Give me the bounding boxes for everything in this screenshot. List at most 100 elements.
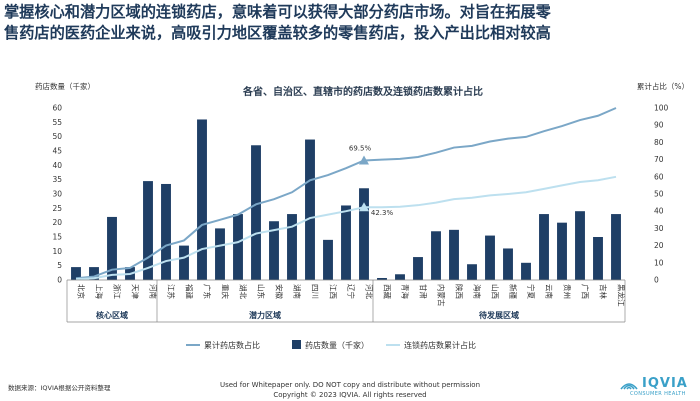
x-tick-label: 江西 (329, 284, 338, 299)
legend-label: 药店数量（千家） (305, 340, 369, 350)
footer-disclaimer: Used for Whitepaper only. DO NOT copy an… (200, 380, 500, 400)
x-tick-label: 湖北 (239, 284, 248, 299)
x-tick-label: 山西 (491, 284, 501, 299)
y-left-tick-label: 30 (52, 190, 62, 199)
y-axis-right-label: 累计占比（%） (637, 81, 689, 91)
x-tick-label: 山东 (257, 284, 267, 299)
bar-新疆 (503, 248, 513, 280)
bar-河北 (359, 188, 369, 280)
y-left-tick-label: 45 (52, 147, 62, 156)
y-right-tick-label: 90 (654, 121, 664, 130)
bar-宁夏 (521, 262, 531, 280)
bar-北京 (71, 267, 81, 280)
y-left-tick-label: 35 (52, 175, 62, 184)
y-right-tick-label: 50 (654, 190, 664, 199)
y-left-tick-label: 15 (52, 233, 62, 242)
x-tick-label: 四川 (311, 284, 320, 299)
y-left-tick-label: 10 (52, 247, 62, 256)
logo-name: IQVIA (642, 376, 688, 391)
bar-浙江 (107, 216, 117, 280)
x-tick-label: 江苏 (167, 284, 177, 299)
x-tick-label: 新疆 (509, 284, 519, 299)
bar-云南 (539, 214, 549, 280)
x-tick-label: 海南 (473, 284, 483, 299)
y-right-tick-label: 20 (654, 241, 664, 250)
bar-陕西 (449, 229, 459, 280)
bar-内蒙古 (431, 231, 441, 280)
bar-湖北 (233, 214, 243, 280)
x-tick-label: 河北 (365, 284, 374, 299)
logo-tagline: CONSUMER HEALTH (630, 391, 686, 397)
y-right-tick-label: 80 (654, 138, 664, 147)
bar-黑龙江 (611, 214, 621, 280)
x-tick-label: 上海 (95, 284, 105, 299)
bar-江西 (323, 239, 333, 280)
x-tick-label: 浙江 (113, 284, 123, 299)
y-left-tick-label: 0 (57, 276, 62, 285)
line-series-2 (75, 175, 617, 281)
logo-mark-icon (620, 383, 638, 390)
x-tick-label: 天津 (131, 284, 140, 299)
x-tick-label: 福建 (185, 284, 195, 299)
bar-四川 (305, 139, 315, 280)
marker-triangle (359, 155, 369, 165)
x-tick-label: 陕西 (455, 284, 465, 299)
bar-西藏 (377, 277, 387, 280)
y-right-tick-label: 60 (654, 172, 664, 181)
y-left-tick-label: 60 (52, 104, 62, 113)
x-tick-label: 云南 (545, 284, 555, 299)
bar-广东 (197, 119, 207, 280)
marker-triangle (359, 202, 369, 212)
copyright-text: Copyright © 2023 IQVIA. All rights reser… (273, 391, 427, 399)
x-tick-label: 西藏 (383, 284, 393, 299)
x-tick-label: 吉林 (599, 284, 609, 299)
bar-贵州 (557, 222, 567, 280)
y-right-tick-label: 30 (654, 224, 664, 233)
bar-海南 (467, 264, 477, 280)
x-tick-label: 宁夏 (527, 284, 537, 299)
bar-上海 (89, 267, 99, 280)
y-right-tick-label: 0 (654, 276, 659, 285)
y-left-tick-label: 20 (52, 218, 62, 227)
x-tick-label: 安徽 (275, 284, 285, 299)
legend-label: 连锁药店数累计占比 (404, 340, 476, 350)
annotation-label: 69.5% (349, 144, 372, 152)
bar-湖南 (287, 214, 297, 280)
x-tick-label: 重庆 (221, 284, 231, 299)
bar-重庆 (215, 228, 225, 280)
legend-label: 累计药店数占比 (204, 340, 260, 350)
bar-吉林 (593, 237, 603, 280)
disclaimer-text: Used for Whitepaper only. DO NOT copy an… (219, 381, 481, 389)
y-right-tick-label: 100 (654, 104, 669, 113)
x-tick-label: 黑龙江 (617, 284, 627, 307)
group-label: 核心区域 (96, 310, 128, 320)
y-left-tick-label: 40 (52, 161, 62, 170)
x-tick-label: 湖南 (293, 284, 303, 299)
bar-福建 (179, 245, 189, 280)
x-tick-label: 青海 (401, 284, 411, 299)
bar-河南 (143, 181, 153, 280)
combo-chart: 各省、自治区、直辖市的药店数及连锁药店数累计占比 药店数量（千家） 累计占比（%… (35, 81, 689, 350)
x-tick-label: 北京 (77, 284, 87, 299)
annotation-label: 42.3% (371, 209, 394, 217)
x-tick-label: 河南 (149, 284, 159, 299)
bar-安徽 (269, 221, 279, 280)
headline-line-1: 掌握核心和潜力区域的连锁药店，意味着可以获得大部分药店市场。对旨在拓展零 (4, 3, 551, 21)
y-left-tick-label: 50 (52, 132, 62, 141)
bar-广西 (575, 211, 585, 280)
group-label: 待发展区域 (478, 310, 519, 320)
y-right-tick-label: 40 (654, 207, 664, 216)
x-tick-label: 贵州 (563, 284, 573, 299)
x-tick-label: 内蒙古 (437, 284, 447, 307)
y-left-tick-label: 5 (57, 261, 62, 270)
bar-甘肃 (413, 257, 423, 280)
y-axis-left-label: 药店数量（千家） (35, 81, 95, 91)
bar-青海 (395, 274, 405, 280)
bar-山东 (251, 145, 261, 280)
x-tick-label: 广东 (203, 284, 213, 299)
x-tick-label: 广西 (581, 284, 591, 299)
x-tick-label: 辽宁 (347, 284, 357, 299)
y-left-tick-label: 55 (52, 118, 62, 127)
group-label: 潜力区域 (249, 310, 281, 320)
y-right-tick-label: 70 (654, 155, 664, 164)
